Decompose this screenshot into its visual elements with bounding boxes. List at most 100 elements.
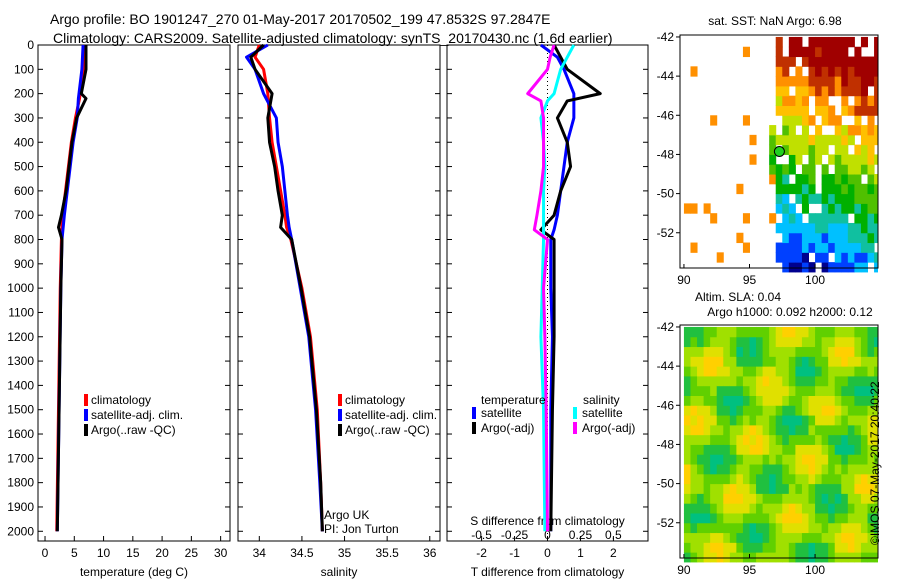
map-cell	[860, 222, 869, 234]
map-cell	[795, 483, 803, 494]
map-cell	[716, 346, 724, 357]
map-cell	[860, 434, 869, 445]
sal-series-argo-raw-qc-	[249, 43, 324, 532]
map-cell	[828, 415, 836, 426]
sal-series-satellite-adj-clim-	[245, 43, 324, 532]
map-cell	[742, 464, 750, 475]
map-cell	[854, 532, 862, 543]
map-cell	[834, 473, 842, 485]
map-cell	[769, 542, 777, 553]
map-cell	[742, 356, 750, 367]
map-cell	[815, 512, 823, 524]
map-cell	[775, 66, 783, 77]
map-cell	[828, 375, 836, 387]
map-cell	[841, 203, 849, 214]
map-cell	[782, 493, 790, 504]
map-cell	[703, 405, 711, 416]
map-ytick-label: -46	[657, 398, 675, 412]
map-cell	[801, 424, 809, 436]
map-cell	[716, 532, 724, 543]
map-cell	[874, 503, 878, 514]
map-cell	[841, 542, 849, 553]
map-cell	[782, 415, 790, 426]
map-cell	[782, 66, 790, 77]
map-cell	[716, 493, 724, 504]
s-diff-tick-label: -0.5	[471, 528, 492, 542]
map-cell	[815, 395, 823, 406]
map-cell	[782, 483, 790, 494]
map-cell	[762, 503, 770, 514]
map-cell	[821, 76, 829, 87]
map-cell	[834, 522, 842, 534]
map-cell	[782, 356, 790, 367]
depth-tick-label: 1100	[8, 305, 34, 319]
map-cell	[815, 552, 823, 563]
map-cell	[867, 134, 875, 146]
map-cell	[723, 552, 731, 563]
map-cell	[769, 134, 777, 146]
map-cell	[683, 356, 691, 367]
map-cell	[815, 346, 823, 357]
map-cell	[775, 405, 783, 416]
map-cell	[683, 444, 691, 455]
map-cell	[828, 464, 836, 475]
map-cell	[795, 375, 803, 387]
map-cell	[703, 483, 711, 494]
map-cell	[847, 356, 855, 367]
map-cell	[874, 415, 878, 426]
map-cell	[808, 366, 816, 377]
map-cell	[756, 395, 764, 406]
map-cell	[834, 552, 842, 563]
map-cell	[756, 356, 764, 367]
map-cell	[821, 183, 829, 195]
map-cell	[749, 503, 757, 514]
map-cell	[782, 522, 790, 534]
map-cell	[847, 444, 855, 455]
map-cell	[821, 464, 829, 475]
map-cell	[782, 242, 790, 253]
argo-position-marker	[773, 146, 785, 157]
map-cell	[828, 203, 836, 214]
map-cell	[841, 85, 849, 97]
map-cell	[736, 444, 744, 455]
sal-xtick-label: 34.5	[290, 546, 314, 560]
map-cell	[834, 66, 842, 77]
map-ytick-label: -50	[657, 187, 675, 201]
map-cell	[769, 512, 777, 524]
map-cell	[690, 203, 698, 214]
map-cell	[828, 115, 836, 126]
map-cell	[867, 105, 875, 116]
map-cell	[736, 552, 744, 563]
map-cell	[729, 366, 737, 377]
map-cell	[775, 46, 783, 58]
temp-xtick-label: 0	[42, 546, 49, 560]
map-cell	[703, 375, 711, 387]
map-cell	[841, 424, 849, 436]
map-cell	[782, 262, 790, 273]
map-cell	[690, 483, 698, 494]
map-cell	[716, 336, 724, 348]
map-cell	[801, 434, 809, 445]
map-cell	[690, 503, 698, 514]
map-cell	[867, 76, 875, 87]
map-cell	[834, 115, 842, 126]
map-cell	[867, 552, 875, 563]
s-diff-tick-label: 0.25	[569, 528, 593, 542]
map-cell	[782, 85, 790, 97]
map-cell	[710, 512, 718, 524]
map-cell	[788, 164, 796, 175]
map-cell	[841, 395, 849, 406]
map-cell	[736, 366, 744, 377]
map-cell	[690, 512, 698, 524]
map-cell	[828, 385, 836, 396]
map-cell	[762, 375, 770, 387]
map-cell	[860, 262, 869, 273]
map-cell	[834, 174, 842, 185]
map-cell	[808, 385, 816, 396]
map-cell	[821, 366, 829, 377]
map-cell	[801, 252, 809, 263]
map-cell	[697, 483, 705, 494]
map-cell	[775, 36, 783, 48]
map-cell	[769, 405, 777, 416]
map-cell	[828, 483, 836, 494]
